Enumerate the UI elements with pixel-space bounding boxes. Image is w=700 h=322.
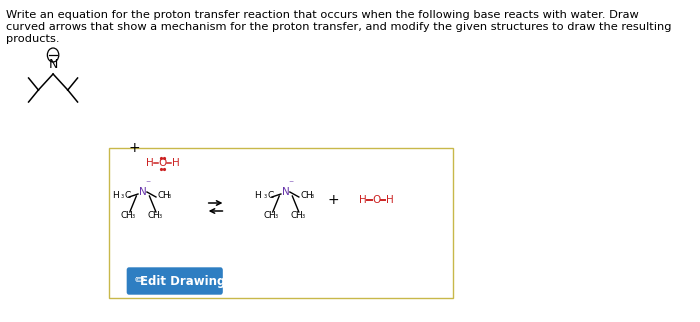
Text: H: H <box>125 211 132 220</box>
Text: C: C <box>120 211 127 220</box>
Text: $_3$: $_3$ <box>263 193 267 201</box>
Text: ✏: ✏ <box>134 274 145 288</box>
Text: products.: products. <box>6 34 60 44</box>
Text: Edit Drawing: Edit Drawing <box>140 274 225 288</box>
Text: H: H <box>172 158 179 168</box>
Text: C: C <box>125 191 131 200</box>
Text: H: H <box>267 211 274 220</box>
Text: Write an equation for the proton transfer reaction that occurs when the followin: Write an equation for the proton transfe… <box>6 10 638 20</box>
Text: H: H <box>386 195 393 205</box>
Text: H: H <box>360 195 368 205</box>
Text: $_3$: $_3$ <box>310 193 315 201</box>
Text: C: C <box>290 211 297 220</box>
Text: $_3$: $_3$ <box>167 193 172 201</box>
Text: curved arrows that show a mechanism for the proton transfer, and modify the give: curved arrows that show a mechanism for … <box>6 22 671 32</box>
Text: H: H <box>146 158 153 168</box>
Text: C: C <box>263 211 270 220</box>
Text: C: C <box>268 191 274 200</box>
Text: O: O <box>372 195 381 205</box>
Text: ⁻: ⁻ <box>145 179 150 189</box>
Text: ⁻: ⁻ <box>288 179 293 189</box>
Text: $_3$: $_3$ <box>158 213 163 221</box>
Text: C: C <box>158 191 164 200</box>
Text: $_3$: $_3$ <box>302 213 306 221</box>
Text: +: + <box>328 193 339 207</box>
Text: N: N <box>48 58 58 71</box>
FancyBboxPatch shape <box>127 268 222 294</box>
Text: O: O <box>158 158 167 168</box>
Text: H: H <box>153 211 160 220</box>
Text: H: H <box>111 191 118 200</box>
Text: $_3$: $_3$ <box>131 213 136 221</box>
Text: $_3$: $_3$ <box>274 213 279 221</box>
Text: C: C <box>300 191 307 200</box>
Text: H: H <box>295 211 302 220</box>
Text: C: C <box>148 211 154 220</box>
Text: H: H <box>255 191 261 200</box>
Bar <box>108 148 453 298</box>
Text: H: H <box>162 191 169 200</box>
Text: N: N <box>282 187 290 197</box>
Text: H: H <box>305 191 312 200</box>
Text: N: N <box>139 187 147 197</box>
Text: $_3$: $_3$ <box>120 193 125 201</box>
Text: +: + <box>129 141 141 155</box>
